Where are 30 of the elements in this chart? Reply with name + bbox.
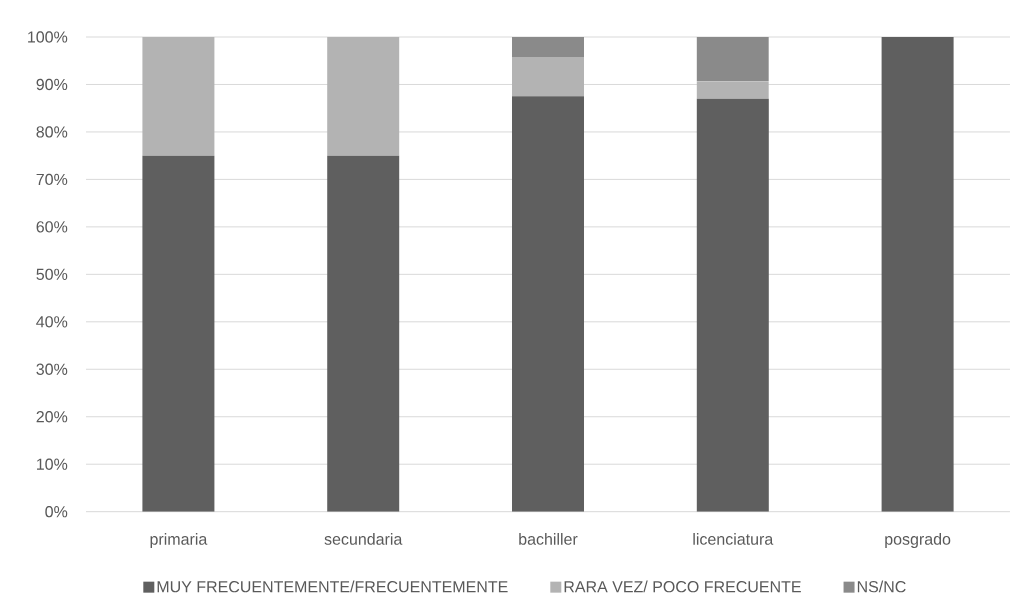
y-tick-label: 50%: [36, 268, 68, 280]
y-tick-label: 60%: [36, 221, 68, 233]
legend-label: RARA VEZ/ POCO FRECUENTE: [564, 580, 801, 593]
y-tick-label: 0%: [45, 506, 68, 518]
y-tick-label: 70%: [36, 173, 68, 186]
y-tick-label: 40%: [36, 316, 68, 328]
bar: [512, 56, 584, 97]
legend-label: MUY FRECUENTEMENTE/FRECUENTEMENTE: [157, 580, 508, 593]
bar: [696, 81, 769, 99]
bar: [881, 36, 954, 512]
bar: [696, 98, 769, 512]
y-tick-label: 10%: [37, 458, 68, 470]
bar: [512, 36, 584, 57]
bar: [327, 36, 400, 156]
y-tick-label: 30%: [36, 363, 68, 375]
x-tick-label: primaria: [150, 533, 208, 549]
legend-label: NS/NC: [857, 580, 906, 593]
x-tick-label: licenciatura: [693, 533, 774, 545]
x-tick-label: bachiller: [519, 533, 578, 545]
bar: [696, 36, 769, 82]
bar: [142, 36, 215, 156]
bar: [142, 155, 215, 512]
x-tick-label: posgrado: [885, 533, 951, 549]
bar: [327, 155, 400, 512]
bar: [512, 96, 584, 512]
y-tick-label: 80%: [36, 126, 68, 138]
y-tick-label: 90%: [36, 78, 68, 91]
y-tick-label: 20%: [36, 411, 68, 423]
y-tick-label: 100%: [28, 31, 68, 43]
x-tick-label: secundaria: [324, 533, 403, 545]
